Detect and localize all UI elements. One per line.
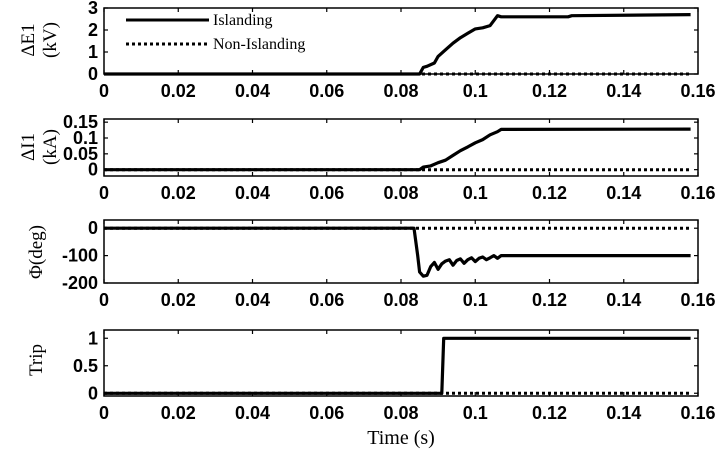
x-tick-label: 0.06 xyxy=(309,403,344,423)
x-tick-label: 0.16 xyxy=(680,403,715,423)
x-tick-label: 0 xyxy=(99,290,109,310)
x-tick-label: 0.06 xyxy=(309,81,344,101)
x-tick-label: 0.16 xyxy=(680,290,715,310)
x-tick-label: 0.12 xyxy=(532,81,567,101)
x-tick-label: 0.02 xyxy=(161,81,196,101)
x-tick-label: 0.02 xyxy=(161,290,196,310)
series-line-islanding xyxy=(104,127,691,172)
y-axis-label-line: ΔE1 xyxy=(18,23,39,56)
y-tick-label: 0 xyxy=(88,64,98,84)
x-tick-label: 0 xyxy=(99,183,109,203)
x-tick-label: 0.04 xyxy=(235,183,270,203)
x-axis-label: Time (s) xyxy=(367,427,435,449)
legend-label: Non-Islanding xyxy=(213,36,305,53)
x-tick-label: 0.12 xyxy=(532,183,567,203)
x-tick-label: 0.08 xyxy=(383,183,418,203)
x-tick-label: 0 xyxy=(99,403,109,423)
y-axis-label: ΔE1(kV) xyxy=(18,22,61,58)
y-axis-label: Trip xyxy=(26,344,47,376)
y-axis-label: ΔI1(kA) xyxy=(18,129,61,165)
x-tick-label: 0.08 xyxy=(383,290,418,310)
y-tick-label: 0.1 xyxy=(73,128,98,148)
x-tick-label: 0.16 xyxy=(680,183,715,203)
x-tick-label: 0.1 xyxy=(463,403,488,423)
x-tick-label: 0.02 xyxy=(161,403,196,423)
x-tick-label: 0.08 xyxy=(383,403,418,423)
legend-label: Islanding xyxy=(213,12,273,29)
x-tick-label: 0.12 xyxy=(532,290,567,310)
y-axis-label-line: (kA) xyxy=(40,129,61,165)
plot-frame xyxy=(103,7,699,75)
y-tick-label: 3 xyxy=(88,0,98,18)
x-tick-label: 0.06 xyxy=(309,290,344,310)
y-tick-label: 1 xyxy=(88,328,98,348)
series-line-islanding xyxy=(104,13,691,76)
x-tick-label: 0.14 xyxy=(606,81,641,101)
y-axis-label-line: (kV) xyxy=(40,22,61,58)
y-axis-label-line: Φ(deg) xyxy=(26,225,47,279)
x-tick-label: 0.04 xyxy=(235,403,270,423)
y-axis-label-line: Trip xyxy=(26,344,47,376)
x-tick-label: 0.12 xyxy=(532,403,567,423)
x-tick-label: 0 xyxy=(99,81,109,101)
panel-2: 0 0.02 0.04 0.06 0.08 0.1 0.12 0.14 0.1600.050.1… xyxy=(18,112,716,203)
x-tick-label: 0.1 xyxy=(463,290,488,310)
plot-frame xyxy=(103,118,699,177)
x-tick-label: 0.06 xyxy=(309,183,344,203)
x-tick-label: 0.14 xyxy=(606,183,641,203)
legend: Islanding Non-Islanding xyxy=(126,12,305,53)
y-tick-label: 0 xyxy=(88,383,98,403)
y-tick-label: 0.05 xyxy=(63,144,98,164)
panel-1: 0 0.02 0.04 0.06 0.08 0.1 0.12 0.14 0.16 012 3 ΔE1(… xyxy=(18,0,716,101)
y-axis-label-line: ΔI1 xyxy=(18,133,39,161)
y-tick-label: 0.15 xyxy=(63,112,98,132)
panel-3: 0 0.02 0.04 0.06 0.08 0.1 0.12 0.14 0.16 0 -100 -20… xyxy=(26,218,716,310)
x-tick-label: 0.14 xyxy=(606,290,641,310)
x-tick-label: 0.1 xyxy=(463,183,488,203)
x-tick-label: 0.08 xyxy=(383,81,418,101)
y-tick-label: 0 xyxy=(88,160,98,180)
x-tick-label: 0.16 xyxy=(680,81,715,101)
x-tick-label: 0.14 xyxy=(606,403,641,423)
series-line-islanding xyxy=(104,336,691,395)
y-tick-label: 0.5 xyxy=(73,356,98,376)
series-line-islanding xyxy=(104,226,691,278)
x-tick-label: 0.04 xyxy=(235,290,270,310)
y-tick-label: -100 xyxy=(62,246,98,266)
y-tick-label: 2 xyxy=(88,20,98,40)
panel-4: 0 0.02 0.04 0.06 0.08 0.1 0.12 0.14 0.16 0 0.5 1 Tri… xyxy=(26,328,716,449)
y-axis-label: Φ(deg) xyxy=(26,225,47,279)
y-tick-label: -200 xyxy=(62,273,98,293)
x-tick-label: 0.04 xyxy=(235,81,270,101)
y-tick-label: 0 xyxy=(88,218,98,238)
x-tick-label: 0.02 xyxy=(161,183,196,203)
y-tick-label: 1 xyxy=(88,42,98,62)
x-tick-label: 0.1 xyxy=(463,81,488,101)
